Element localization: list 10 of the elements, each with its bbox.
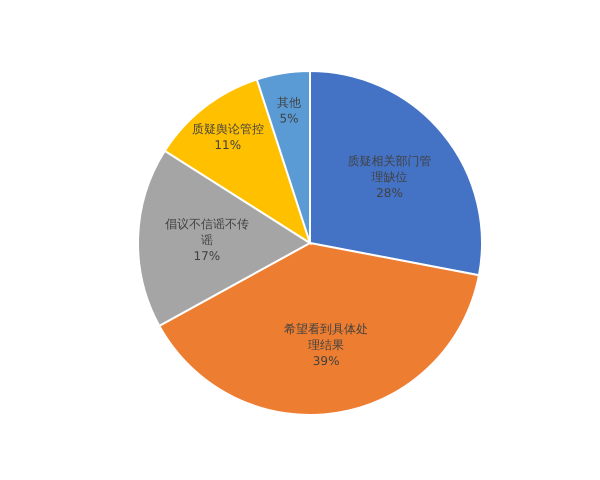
slice-label: 倡议不信谣不传谣 [164,216,249,247]
slice-label: 其他 [277,95,302,110]
slice-label: 质疑舆论管控 [192,122,264,136]
data-label: 17% [194,248,220,263]
data-label: 5% [279,111,299,126]
data-label: 11% [214,138,242,152]
data-label: 39% [312,354,340,368]
data-label: 28% [376,186,403,200]
slice-label: 质疑相关部门管理缺位 [348,154,432,184]
slice-label: 希望看到具体处理结果 [284,322,368,352]
